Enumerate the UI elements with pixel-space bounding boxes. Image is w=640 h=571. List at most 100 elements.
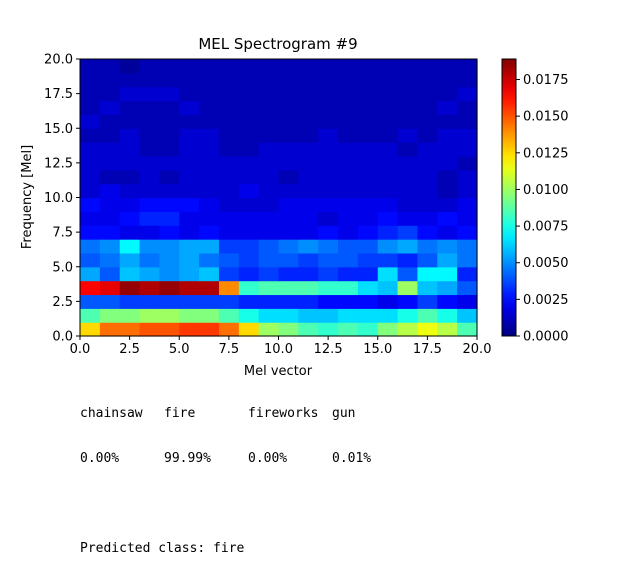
heatmap-cell (357, 142, 379, 157)
probability-fire: 99.99% (164, 451, 211, 466)
heatmap-cell (139, 239, 160, 254)
heatmap-cell (159, 155, 180, 171)
heatmap-cell (218, 211, 240, 226)
heatmap-cell (417, 211, 438, 226)
heatmap-cell (139, 308, 160, 323)
heatmap-cell (437, 100, 458, 115)
heatmap-cell (338, 322, 359, 337)
heatmap-cell (437, 114, 458, 129)
heatmap-cell (457, 72, 478, 88)
heatmap-cell (298, 308, 319, 323)
heatmap-cell (80, 225, 101, 240)
y-tick-label: 2.5 (52, 295, 73, 310)
heatmap-cell (417, 114, 438, 129)
heatmap-cell (258, 169, 280, 185)
heatmap-cell (139, 100, 160, 115)
heatmap-cell (437, 308, 458, 323)
heatmap-cell (338, 114, 359, 129)
heatmap-cell (218, 280, 240, 296)
heatmap-cell (377, 100, 399, 115)
heatmap-cell (179, 86, 200, 102)
heatmap-cell (199, 252, 220, 268)
heatmap-cell (298, 266, 319, 282)
y-tick-label: 5.0 (52, 260, 73, 275)
heatmap-cell (298, 211, 319, 226)
heatmap-cell (357, 280, 379, 296)
heatmap-cell (119, 142, 141, 157)
heatmap-cell (218, 294, 240, 309)
heatmap-cell (99, 169, 121, 185)
heatmap-cell (218, 239, 240, 254)
heatmap-cell (179, 211, 200, 226)
heatmap-cell (377, 322, 399, 337)
heatmap-cell (278, 225, 299, 240)
heatmap-cell (159, 59, 180, 74)
y-tick-label: 0.0 (52, 330, 73, 345)
heatmap-cell (338, 211, 359, 226)
heatmap-cell (80, 100, 101, 115)
heatmap-cell (99, 72, 121, 88)
heatmap-cell (258, 322, 280, 337)
heatmap-cell (179, 252, 200, 268)
class-probability-row: 0.00% 99.99% 0.00% 0.01% (80, 451, 392, 466)
heatmap-cell (179, 266, 200, 282)
chart-title: MEL Spectrogram #9 (198, 35, 357, 53)
heatmap-cell (457, 308, 478, 323)
predicted-class: Predicted class: fire (80, 541, 245, 556)
heatmap-cell (139, 72, 160, 88)
heatmap-cell (298, 225, 319, 240)
heatmap-cell (99, 128, 121, 143)
heatmap-cell (278, 197, 299, 212)
heatmap-cell (357, 308, 379, 323)
heatmap-cell (417, 72, 438, 88)
heatmap-cell (99, 280, 121, 296)
heatmap-cell (278, 322, 299, 337)
heatmap-cell (318, 100, 339, 115)
heatmap-cell (139, 155, 160, 171)
heatmap-cell (278, 252, 299, 268)
heatmap-cell (119, 308, 141, 323)
heatmap-cell (199, 280, 220, 296)
heatmap-cell (298, 322, 319, 337)
heatmap-cell (318, 266, 339, 282)
heatmap-cell (377, 294, 399, 309)
heatmap-cell (199, 86, 220, 102)
heatmap-cell (417, 100, 438, 115)
heatmap-cell (218, 72, 240, 88)
heatmap-cell (159, 211, 180, 226)
heatmap-cell (377, 128, 399, 143)
heatmap-cell (457, 322, 478, 337)
heatmap-cell (338, 100, 359, 115)
heatmap-cell (99, 308, 121, 323)
class-header-chainsaw: chainsaw (80, 406, 143, 421)
heatmap-cell (397, 197, 419, 212)
heatmap-cell (377, 197, 399, 212)
prediction-summary: chainsaw fire fireworks gun 0.00% 99.99% 0.00… (80, 376, 392, 571)
heatmap-cell (437, 322, 458, 337)
heatmap-cell (139, 211, 160, 226)
heatmap-cell (159, 266, 180, 282)
heatmap-cell (437, 211, 458, 226)
y-tick-label: 15.0 (44, 122, 73, 137)
heatmap-cell (457, 183, 478, 199)
heatmap-cell (99, 155, 121, 171)
heatmap-cell (80, 197, 101, 212)
heatmap-cell (80, 266, 101, 282)
heatmap-cell (238, 211, 260, 226)
heatmap-cell (298, 294, 319, 309)
y-axis-label: Frequency [Mel] (20, 145, 35, 249)
heatmap-cell (258, 114, 280, 129)
heatmap-cell (437, 252, 458, 268)
heatmap-cell (199, 322, 220, 337)
heatmap-cell (238, 308, 260, 323)
heatmap-cell (338, 169, 359, 185)
heatmap-cell (357, 211, 379, 226)
heatmap-cell (238, 225, 260, 240)
heatmap-cell (179, 225, 200, 240)
heatmap-cell (318, 155, 339, 171)
heatmap-cell (377, 72, 399, 88)
heatmap-cell (258, 225, 280, 240)
colorbar-tick-label: 0.0000 (523, 330, 569, 345)
heatmap-cell (457, 280, 478, 296)
heatmap-cell (377, 239, 399, 254)
